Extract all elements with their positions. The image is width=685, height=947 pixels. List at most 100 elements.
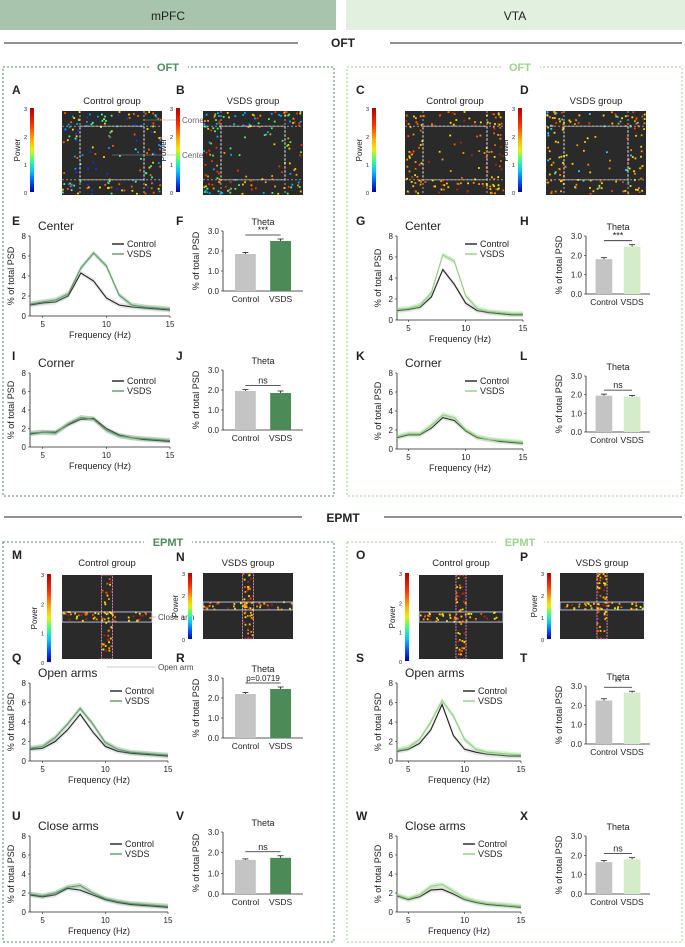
heat-pixel (259, 114, 262, 117)
heatmap-C (372, 108, 505, 195)
heat-pixel (479, 134, 482, 137)
heat-pixel (72, 115, 74, 118)
heat-pixel (419, 115, 422, 118)
arena-N (203, 573, 293, 639)
heat-pixel (227, 189, 229, 192)
header-title-vta: VTA (504, 9, 526, 23)
heat-pixel (561, 118, 564, 121)
heat-pixel (640, 150, 643, 153)
heat-pixel (110, 645, 113, 648)
heat-pixel (456, 182, 459, 185)
colorbar-tick: 2 (41, 602, 44, 608)
heat-pixel (412, 133, 415, 136)
bar-vsds (623, 692, 641, 744)
heat-pixel (456, 586, 459, 588)
heat-pixel (289, 141, 292, 144)
heat-pixel (620, 605, 622, 608)
bar-chart-R (221, 677, 303, 739)
heat-pixel (578, 603, 581, 606)
heat-pixel (598, 186, 601, 189)
heat-pixel (574, 186, 577, 189)
heat-pixel (151, 182, 153, 185)
heat-pixel (455, 591, 458, 594)
heat-pixel (212, 187, 215, 190)
heat-pixel (464, 602, 467, 605)
legend-label-vsds: VSDS (480, 386, 505, 396)
heat-pixel (152, 181, 154, 184)
heat-pixel (630, 154, 632, 157)
heat-pixel (159, 179, 162, 182)
heat-pixel (77, 129, 80, 132)
panel-letter-D: D (520, 83, 529, 97)
bar-chart-F (221, 230, 303, 292)
heat-pixel (483, 125, 486, 128)
heat-pixel (94, 153, 97, 155)
heat-pixel (603, 612, 606, 615)
colorbar-tick: 0 (541, 638, 544, 644)
heat-pixel (216, 164, 218, 167)
heat-pixel (597, 575, 599, 577)
heat-pixel (559, 120, 561, 123)
heat-pixel (443, 184, 446, 187)
heat-pixel (485, 156, 488, 158)
heatmap-title-B: VSDS group (227, 96, 280, 107)
heat-pixel (222, 116, 225, 118)
y-tick-label: 2.0 (571, 851, 583, 860)
legend-label-control: Control (478, 686, 507, 696)
heat-pixel (561, 179, 563, 182)
heat-pixel (596, 187, 599, 190)
heat-pixel (611, 111, 613, 114)
heat-pixel (128, 113, 130, 116)
heat-pixel (616, 116, 619, 118)
bar-chart-T (584, 685, 650, 745)
heat-pixel (243, 598, 246, 601)
series-line-control (396, 416, 524, 444)
bar-control (235, 859, 256, 894)
bar-vsds (623, 859, 641, 894)
heat-pixel (87, 186, 90, 189)
bar-control (595, 259, 613, 294)
y-tick-label: 0 (22, 908, 27, 917)
heat-pixel (497, 112, 500, 115)
heat-pixel (106, 173, 109, 175)
heat-pixel (209, 153, 212, 156)
annotation-open-arm: Open arm (158, 663, 194, 672)
x-axis-label: Frequency (Hz) (69, 330, 131, 340)
heat-pixel (246, 590, 249, 593)
heat-pixel (498, 123, 501, 126)
series-line-control (396, 703, 521, 757)
heat-pixel (263, 134, 266, 136)
heat-pixel (218, 120, 221, 123)
heatmap-P (547, 572, 645, 640)
heat-pixel (247, 581, 250, 583)
heat-pixel (428, 160, 430, 163)
sem-band-control (397, 267, 523, 318)
legend-label-control: Control (125, 686, 154, 696)
heat-pixel (295, 173, 298, 176)
heat-pixel (407, 191, 410, 194)
heat-pixel (598, 582, 601, 584)
heat-pixel (602, 577, 604, 580)
heat-pixel (461, 608, 464, 611)
heat-pixel (605, 604, 608, 607)
colorbar-tick: 2 (182, 594, 185, 600)
heat-pixel (159, 145, 162, 147)
heat-pixel (408, 156, 411, 159)
heat-pixel (639, 167, 642, 170)
heat-pixel (492, 183, 495, 186)
heat-pixel (636, 189, 639, 191)
heat-pixel (204, 174, 207, 177)
heatmap-title-A: Control group (83, 96, 141, 107)
heat-pixel (498, 165, 501, 168)
heat-pixel (132, 615, 135, 618)
panel-letter-J: J (176, 349, 183, 363)
heat-pixel (64, 129, 67, 132)
heatmap-title-D: VSDS group (570, 96, 623, 107)
heat-pixel (106, 582, 109, 585)
heat-pixel (70, 189, 73, 191)
heat-pixel (245, 602, 248, 605)
heat-pixel (431, 179, 434, 182)
colorbar-tick: 0 (366, 191, 369, 197)
significance-label: *** (613, 231, 624, 241)
